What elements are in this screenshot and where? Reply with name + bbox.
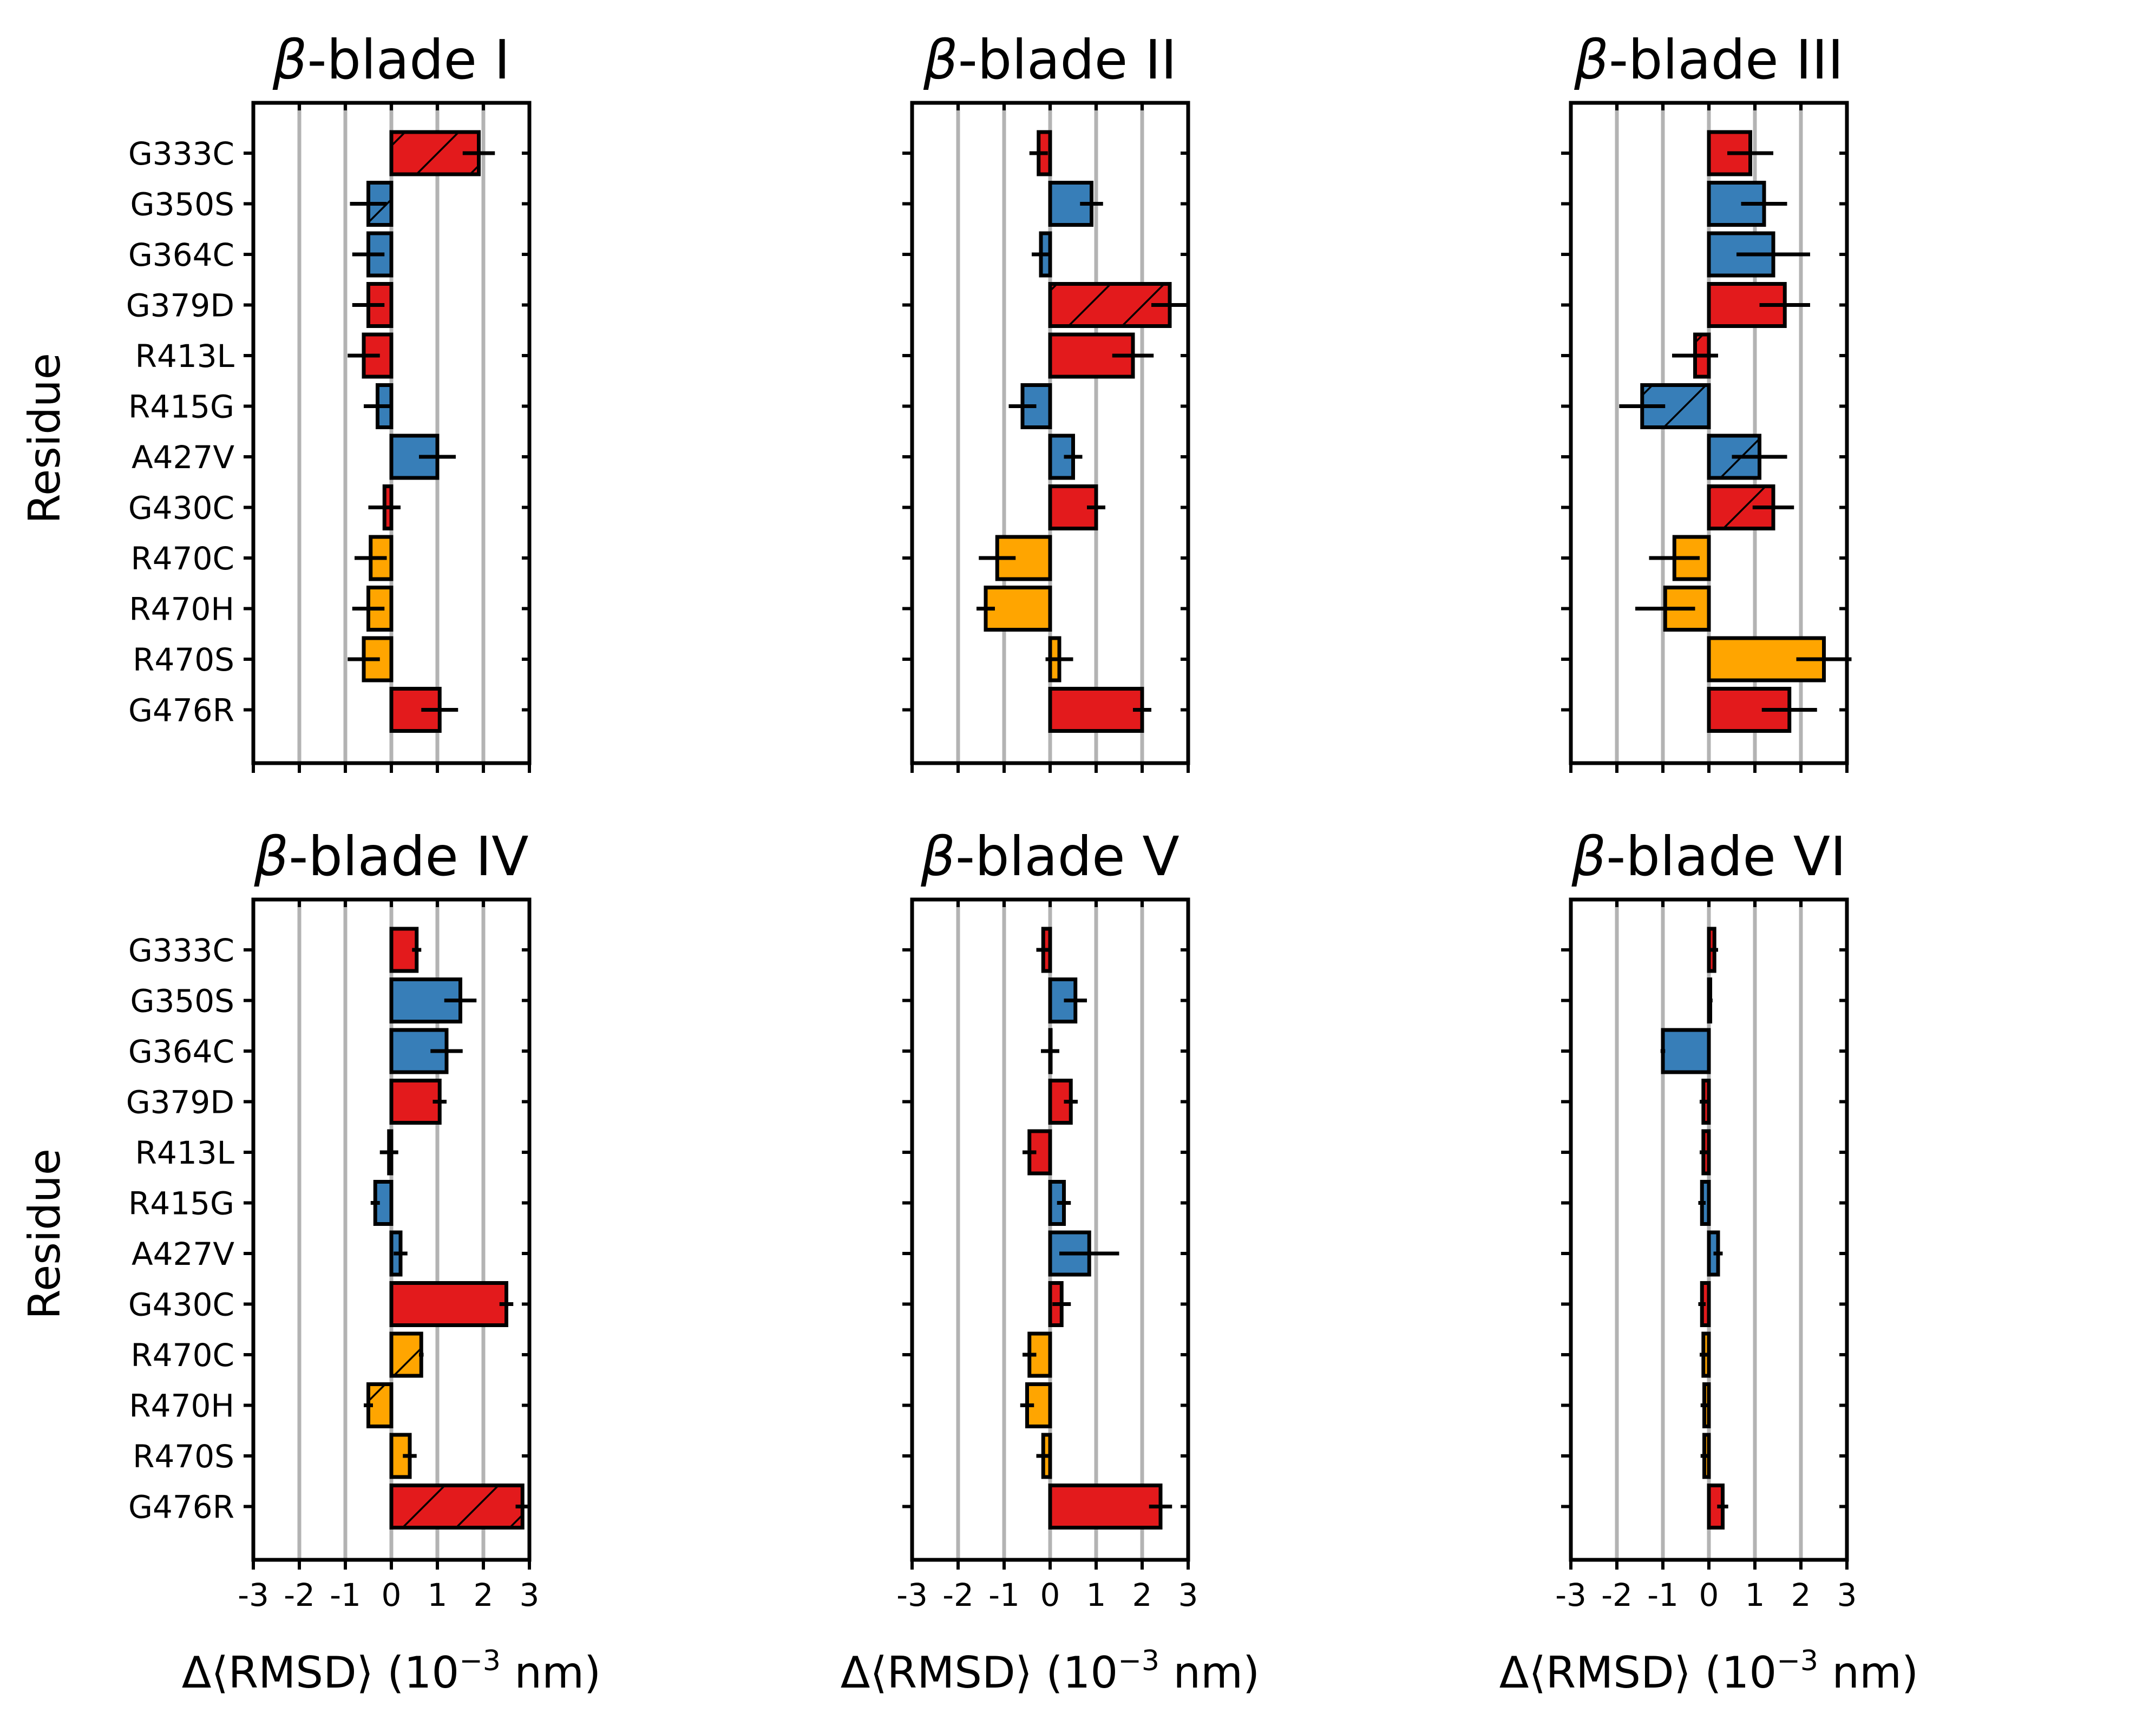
panel-title-beta: β bbox=[1571, 825, 1606, 888]
y-tick-label: R470S bbox=[133, 1438, 234, 1475]
bar-G476R bbox=[389, 687, 442, 733]
panel-title: β-blade III bbox=[1574, 28, 1844, 91]
panel-title-beta: β bbox=[920, 825, 955, 888]
y-tick-label: R470H bbox=[129, 591, 234, 628]
x-tick-label: -3 bbox=[1555, 1577, 1587, 1613]
y-tick-label: G379D bbox=[126, 287, 234, 324]
x-tick-label: -1 bbox=[1647, 1577, 1679, 1613]
x-tick-label: 1 bbox=[1745, 1577, 1765, 1613]
x-tick-label: 0 bbox=[1040, 1577, 1060, 1613]
panel-title: β-blade VI bbox=[1571, 825, 1846, 888]
y-tick-label: A427V bbox=[132, 1236, 234, 1272]
y-tick-label: G430C bbox=[128, 1287, 234, 1323]
x-tick-label: 2 bbox=[474, 1577, 494, 1613]
y-tick-label: R470C bbox=[130, 1337, 234, 1374]
x-tick-label: 0 bbox=[1699, 1577, 1719, 1613]
x-axis-label: Δ⟨RMSD⟩ (10−3 nm) bbox=[841, 1645, 1260, 1698]
panel-title-beta: β bbox=[1574, 28, 1609, 91]
panel-1: β-blade I G333C G350S G364C G379D R413L R415G A… bbox=[126, 28, 532, 773]
y-tick-label: R415G bbox=[128, 389, 234, 425]
bar-G430C bbox=[389, 1281, 508, 1327]
x-tick-label: 2 bbox=[1791, 1577, 1811, 1613]
y-tick-label: G430C bbox=[128, 490, 234, 527]
y-tick-label: G379D bbox=[126, 1084, 234, 1121]
x-tick-label: 3 bbox=[1178, 1577, 1198, 1613]
y-tick-label: R470C bbox=[130, 540, 234, 577]
x-tick-label: -3 bbox=[238, 1577, 269, 1613]
bar-G476R bbox=[1048, 687, 1144, 733]
panel-title-text: -blade II bbox=[958, 28, 1177, 91]
panel-title-text: -blade III bbox=[1609, 28, 1844, 91]
y-tick-label: G476R bbox=[128, 1489, 234, 1526]
panel-title-text: -blade I bbox=[307, 28, 510, 91]
y-axis-label-bottom: Residue bbox=[19, 1148, 70, 1320]
x-tick-label: 0 bbox=[382, 1577, 402, 1613]
y-axis-label-top: Residue bbox=[19, 353, 70, 524]
y-tick-label: R470S bbox=[133, 641, 234, 678]
x-tick-label: 3 bbox=[520, 1577, 540, 1613]
panel-title-beta: β bbox=[272, 28, 307, 91]
bar-R470H bbox=[984, 586, 1052, 632]
panel-title: β-blade V bbox=[920, 825, 1179, 888]
y-tick-label: G364C bbox=[128, 1033, 234, 1070]
x-tick-label: -2 bbox=[284, 1577, 315, 1613]
y-tick-label: R415G bbox=[128, 1185, 234, 1222]
bar-G364C bbox=[1661, 1028, 1711, 1074]
panel-title: β-blade I bbox=[272, 28, 510, 91]
x-tick-label: 3 bbox=[1837, 1577, 1857, 1613]
panel-title-text: -blade V bbox=[955, 825, 1179, 888]
panel-2: β-blade II bbox=[902, 28, 1190, 773]
x-axis-label: Δ⟨RMSD⟩ (10−3 nm) bbox=[182, 1645, 601, 1698]
y-tick-label: R470H bbox=[129, 1388, 234, 1425]
x-tick-label: -1 bbox=[330, 1577, 361, 1613]
panel-title: β-blade II bbox=[923, 28, 1177, 91]
panel-6: β-blade VI -3 -2 -1 0 1 2 3 Δ⟨RMSD⟩ (10−3 nm) bbox=[1499, 825, 1919, 1698]
x-tick-label: -1 bbox=[988, 1577, 1020, 1613]
panel-5: β-blade V -3 -2 -1 0 1 2 3 Δ⟨RMSD⟩ (10−3 nm) bbox=[841, 825, 1260, 1698]
bar-hatch-G476R bbox=[391, 1485, 523, 1528]
y-tick-label: G333C bbox=[128, 135, 234, 172]
bar-hatch-R470C bbox=[391, 1334, 422, 1376]
panel-title-beta: β bbox=[923, 28, 958, 91]
bar-G476R bbox=[1048, 1484, 1163, 1530]
x-tick-label: -2 bbox=[1601, 1577, 1633, 1613]
x-tick-label: -3 bbox=[896, 1577, 928, 1613]
x-tick-label: 2 bbox=[1132, 1577, 1152, 1613]
panel-3: β-blade III bbox=[1561, 28, 1852, 773]
y-tick-label: G476R bbox=[128, 692, 234, 729]
bar-G379D bbox=[389, 1079, 442, 1125]
x-tick-label: 1 bbox=[1086, 1577, 1106, 1613]
panel-title-beta: β bbox=[253, 825, 289, 888]
x-tick-label: 1 bbox=[428, 1577, 448, 1613]
y-tick-label: A427V bbox=[132, 439, 234, 476]
panel-4: β-blade IV G333C G350S G364C G379D R413L R415G… bbox=[126, 825, 601, 1698]
y-tick-label: G364C bbox=[128, 237, 234, 273]
panel-title-text: -blade IV bbox=[289, 825, 528, 888]
y-tick-label: G350S bbox=[130, 983, 234, 1020]
y-tick-label: G333C bbox=[128, 932, 234, 969]
y-tick-label: R413L bbox=[135, 1134, 234, 1171]
y-tick-label: R413L bbox=[135, 338, 234, 375]
bar-hatch-G379D bbox=[1050, 284, 1170, 326]
y-tick-label: G350S bbox=[130, 186, 234, 223]
x-tick-label: -2 bbox=[942, 1577, 974, 1613]
x-axis-label: Δ⟨RMSD⟩ (10−3 nm) bbox=[1499, 1645, 1919, 1698]
panel-title: β-blade IV bbox=[253, 825, 528, 888]
panel-title-text: -blade VI bbox=[1606, 825, 1846, 888]
